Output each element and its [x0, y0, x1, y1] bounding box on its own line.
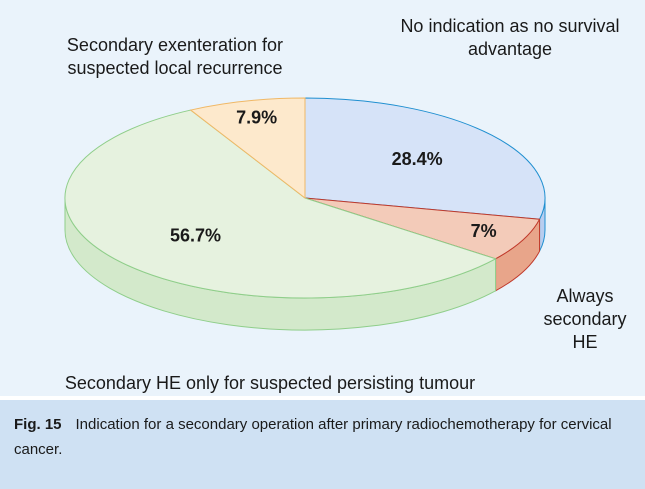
data-label: 7% — [471, 221, 497, 241]
caption-text: Indication for a secondary operation aft… — [14, 416, 612, 458]
caption-label: Fig. 15 — [14, 416, 62, 433]
slice — [189, 97, 306, 200]
data-label: 56.7% — [170, 226, 221, 246]
category-label: Secondary exenteration for suspected loc… — [66, 35, 284, 78]
caption: Fig. 15 Indication for a secondary operat… — [0, 400, 645, 489]
data-label: 7.9% — [236, 107, 277, 127]
category-label: No indication as no survival advantage — [400, 16, 620, 59]
category-label: Secondary HE only for suspected persisti… — [64, 373, 476, 393]
chart: 28.4% 7% 56.7% 7.9% — [64, 97, 546, 331]
slice — [304, 197, 541, 260]
data-label: 28.4% — [392, 149, 443, 169]
category-label: Always secondary HE — [543, 286, 627, 352]
slice — [304, 97, 546, 220]
slice — [64, 109, 497, 299]
